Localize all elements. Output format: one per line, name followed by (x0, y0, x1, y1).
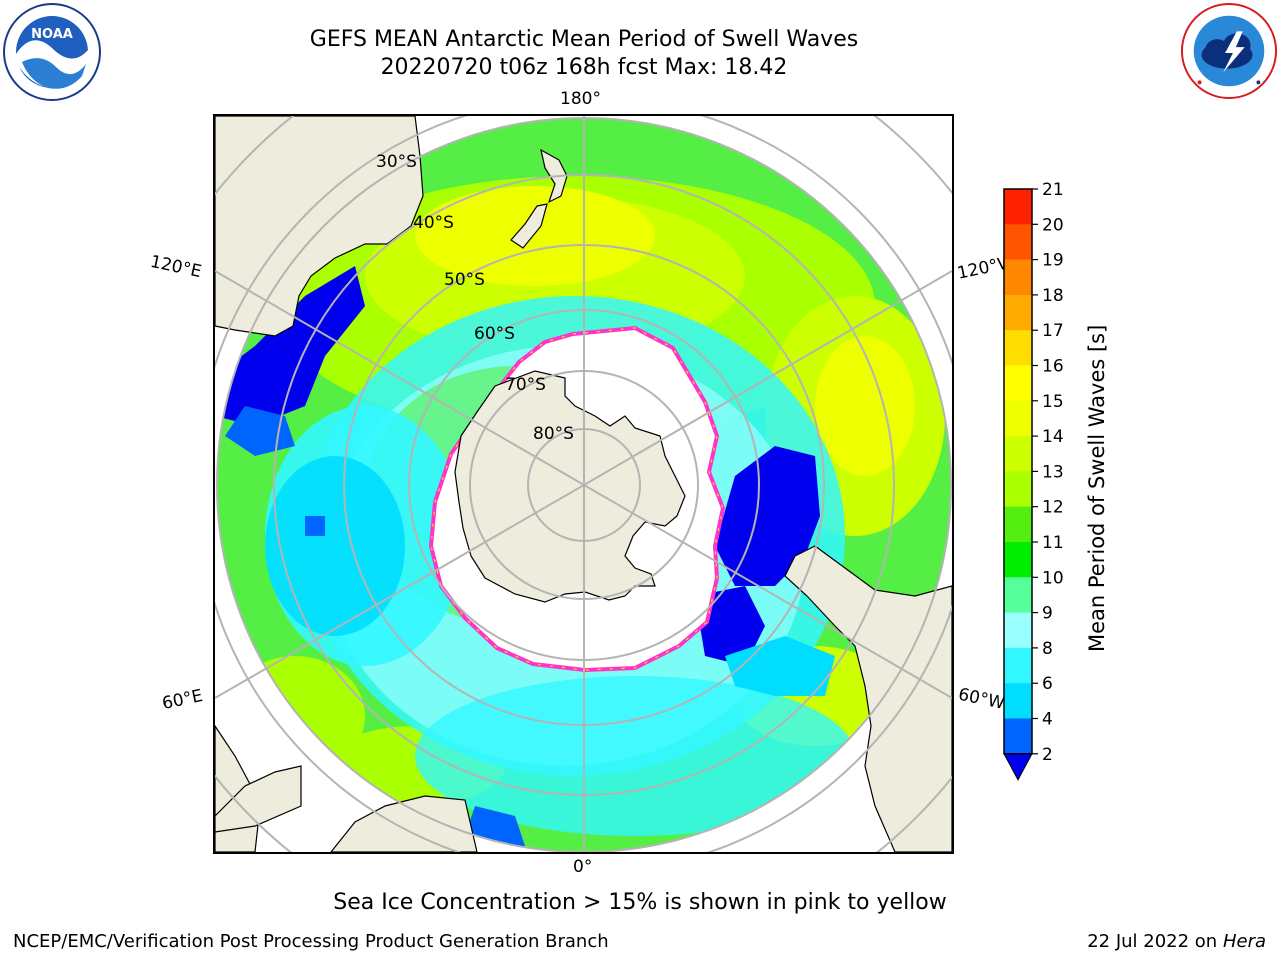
colorbar: 2 4 6 8 9 10 11 12 13 14 15 16 17 18 19 20 21 (1003, 180, 1064, 781)
colorbar-tick-label: 16 (1042, 357, 1064, 377)
colorbar-tick-label: 15 (1042, 392, 1064, 412)
credit-branch: NCEP/EMC/Verification Post Processing Pr… (13, 931, 609, 952)
colorbar-tick-label: 12 (1042, 498, 1064, 518)
colorbar-tick-label: 2 (1042, 745, 1053, 765)
colorbar-swatch (1004, 400, 1032, 437)
sea-ice-footnote: Sea Ice Concentration > 15% is shown in … (333, 890, 947, 915)
lon-label-0: 0° (573, 857, 593, 877)
graticule (215, 116, 952, 852)
colorbar-swatch (1004, 189, 1032, 225)
lat-label-80s: 80°S (533, 424, 574, 444)
colorbar-tick-label: 8 (1042, 639, 1053, 659)
chart-subtitle: 20220720 t06z 168h fcst Max: 18.42 (380, 55, 788, 80)
credit-date: 22 Jul 2022 on Hera (1087, 931, 1266, 952)
colorbar-title: Mean Period of Swell Waves [s] (1085, 324, 1109, 652)
credit-host: Hera (1222, 931, 1266, 952)
australia-landmass (215, 116, 424, 337)
lat-label-60s: 60°S (474, 324, 515, 344)
map-panel (213, 114, 954, 854)
colorbar-swatches (1003, 188, 1033, 781)
lon-label-60e: 60°E (160, 685, 205, 715)
colorbar-swatch (1004, 365, 1032, 402)
nws-logo (1180, 2, 1278, 100)
colorbar-swatch (1004, 718, 1032, 755)
colorbar-swatch (1004, 294, 1032, 331)
lat-label-30s: 30°S (376, 152, 417, 172)
colorbar-swatch (1004, 436, 1032, 472)
colorbar-swatch (1004, 224, 1032, 261)
colorbar-swatch (1004, 683, 1032, 719)
lon-label-120e: 120°E (148, 251, 204, 283)
colorbar-tick-label: 4 (1042, 710, 1053, 730)
credit-date-text: 22 Jul 2022 on (1087, 931, 1223, 952)
colorbar-tick-label: 21 (1042, 180, 1064, 200)
colorbar-ticks: 2 4 6 8 9 10 11 12 13 14 15 16 17 18 19 20 21 (1032, 180, 1064, 765)
colorbar-swatch (1004, 612, 1032, 649)
colorbar-tick-label: 11 (1042, 533, 1064, 553)
lat-label-70s: 70°S (505, 375, 546, 395)
colorbar-tick-label: 13 (1042, 462, 1064, 482)
colorbar-tick-label: 10 (1042, 568, 1064, 588)
colorbar-tick-label: 18 (1042, 286, 1064, 306)
noaa-logo-text: NOAA (31, 27, 73, 42)
colorbar-tick-label: 6 (1042, 674, 1053, 694)
colorbar-swatch (1004, 542, 1032, 578)
colorbar-tick-label: 19 (1042, 251, 1064, 271)
colorbar-under-arrow (1003, 753, 1033, 781)
polar-map (215, 116, 952, 852)
lon-label-180: 180° (560, 89, 601, 109)
colorbar-tick-label: 20 (1042, 215, 1064, 235)
lat-label-40s: 40°S (413, 213, 454, 233)
colorbar-swatch (1004, 647, 1032, 684)
chart-title: GEFS MEAN Antarctic Mean Period of Swell… (309, 27, 859, 52)
lat-label-50s: 50°S (444, 270, 485, 290)
colorbar-swatch (1004, 471, 1032, 508)
colorbar-swatch (1004, 577, 1032, 614)
colorbar-tick-label: 9 (1042, 604, 1053, 624)
colorbar-tick-label: 17 (1042, 321, 1064, 341)
colorbar-swatch (1004, 259, 1032, 296)
noaa-logo: NOAA (3, 3, 101, 101)
colorbar-swatch (1004, 330, 1032, 366)
colorbar-tick-label: 14 (1042, 427, 1064, 447)
colorbar-swatch (1004, 506, 1032, 543)
